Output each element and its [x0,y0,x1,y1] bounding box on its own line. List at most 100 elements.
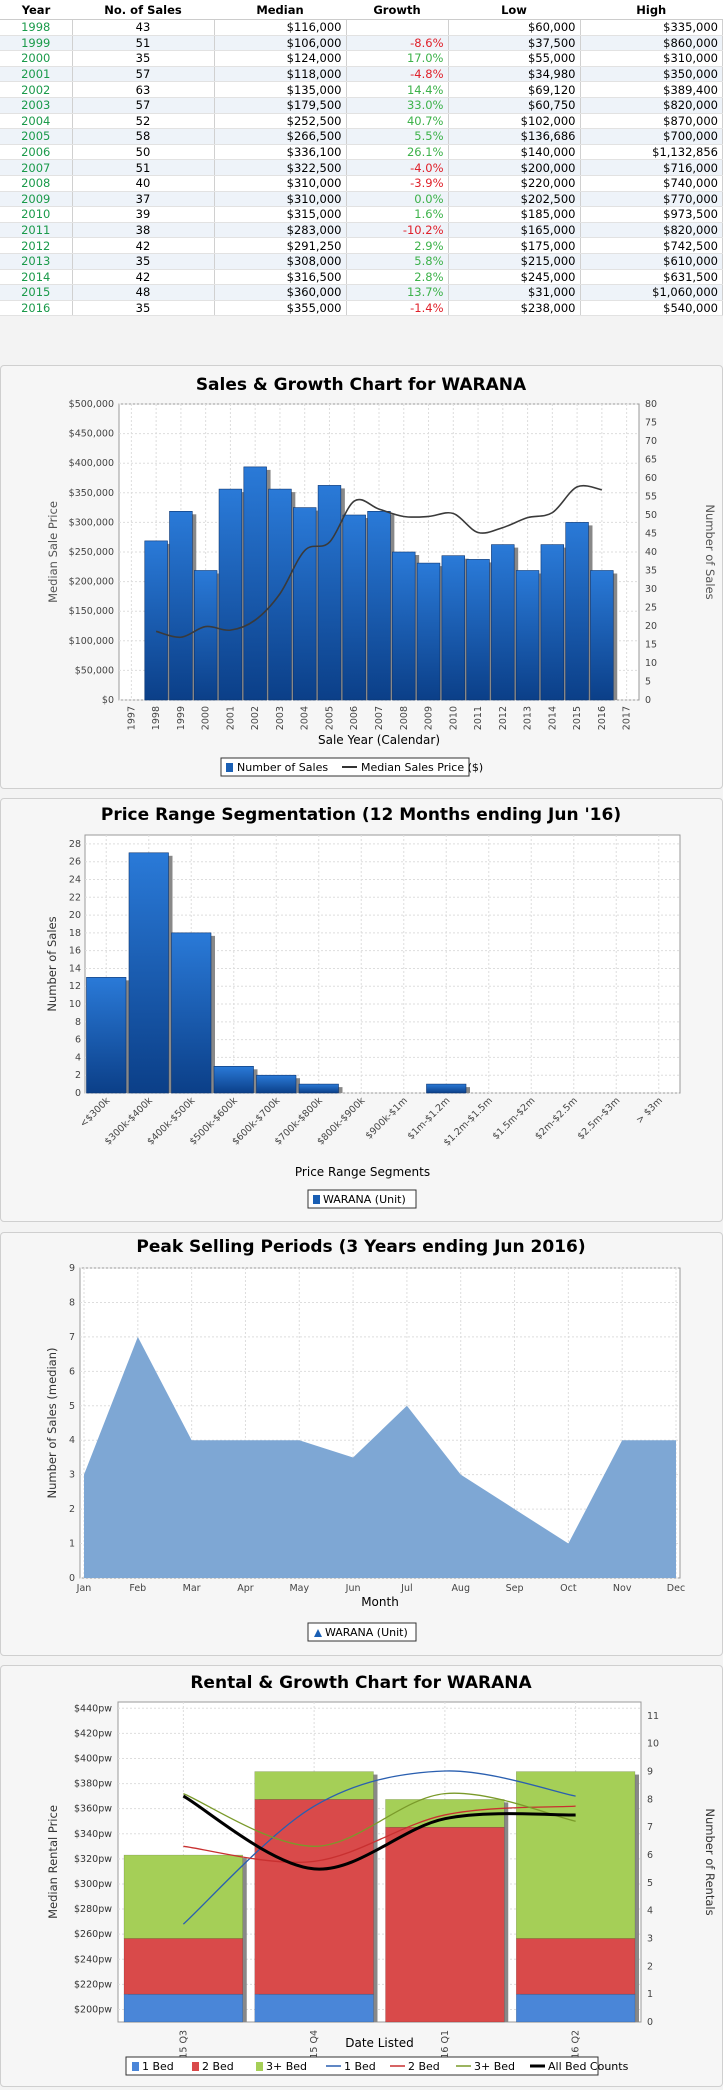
y-tick-label: 2 [69,1504,75,1515]
sales-bar [243,466,267,701]
table-row: 2012 42 $291,250 2.9% $175,000 $742,500 [0,237,723,254]
table-row: 2011 38 $283,000 -10.2% $165,000 $820,000 [0,222,723,239]
x-tick-label: 1999 [176,706,187,730]
price-range-panel: Price Range Segmentation (12 Months endi… [0,798,723,1222]
sales-growth-panel: Sales & Growth Chart for WARANA $0 $50,000… [0,365,723,789]
rental-trend-line [183,1805,576,1863]
table-row: 2014 42 $316,500 2.8% $245,000 $631,500 [0,269,723,286]
cell-sales: 39 [72,206,215,223]
chart-title: Price Range Segmentation (12 Months endi… [101,805,621,825]
y-tick-label: 9 [69,1263,75,1274]
y-tick-label: $100,000 [69,636,114,647]
table-row: 1998 43 $116,000 $60,000 $335,000 [0,19,723,36]
y-tick-label: $400pw [74,1753,112,1764]
legend-label: 3+ Bed [266,2060,307,2073]
y2-tick-label: 15 [645,640,657,651]
cell-high: $742,500 [580,237,723,254]
x-tick-label: Apr [237,1583,254,1594]
x-tick-label: 2008 [399,706,410,730]
cell-sales: 51 [72,35,215,52]
cell-low: $238,000 [448,300,581,317]
y-tick-label: 7 [69,1332,75,1343]
cell-low: $37,500 [448,35,581,52]
cell-median: $315,000 [214,206,347,223]
x-tick-label: $900k-$1m [364,1095,410,1141]
sales-bar [466,559,490,701]
y2-tick-label: 30 [645,584,657,595]
x-tick-label: Feb [129,1583,146,1594]
cell-year: 1998 [0,19,73,36]
sales-bar [218,488,243,701]
y-tick-label: $300,000 [69,517,114,528]
x-tick-label: Aug [451,1583,470,1594]
y2-tick-label: 35 [645,566,657,577]
cell-median: $266,500 [214,128,347,145]
sales-bar [144,540,168,701]
x-tick-label: $1m-$1.2m [406,1095,453,1142]
cell-high: $860,000 [580,35,723,52]
legend-swatch [192,2062,199,2071]
rental-bar-segment [385,1826,505,2023]
cell-year: 1999 [0,35,73,52]
y-tick-label: $320pw [74,1854,112,1865]
segment-bar [298,1083,339,1094]
legend-label: WARANA (Unit) [323,1193,406,1206]
legend-label: 2 Bed [202,2060,234,2073]
y-axis-title: Number of Sales [45,916,59,1011]
y2-tick-label: 40 [645,547,657,558]
cell-median: $360,000 [214,284,347,301]
price-range-chart: Price Range Segmentation (12 Months endi… [45,805,681,1209]
col-high-header: High [580,0,723,20]
y-tick-label: 6 [75,1035,81,1046]
table-row: 2006 50 $336,100 26.1% $140,000 $1,132,856 [0,144,723,161]
sales-bar [367,511,391,701]
rental-bar-segment [254,1799,374,1995]
x-axis-title: Date Listed [345,2036,413,2050]
table-row: 2000 35 $124,000 17.0% $55,000 $310,000 [0,50,723,67]
cell-low: $60,750 [448,97,581,114]
table-row: 2015 48 $360,000 13.7% $31,000 $1,060,000 [0,284,723,301]
cell-high: $310,000 [580,50,723,67]
cell-high: $820,000 [580,222,723,239]
cell-growth: -3.9% [346,175,449,192]
cell-sales: 51 [72,159,215,176]
cell-median: $135,000 [214,81,347,98]
x-axis-title: Price Range Segments [295,1165,430,1179]
table-row: 2003 57 $179,500 33.0% $60,750 $820,000 [0,97,723,114]
table-row: 2004 52 $252,500 40.7% $102,000 $870,000 [0,113,723,130]
cell-year: 2008 [0,175,73,192]
y-tick-label: $200,000 [69,577,114,588]
cell-low: $215,000 [448,253,581,270]
y-tick-label: 4 [75,1052,81,1063]
x-tick-label: Mar [183,1583,201,1594]
legend-swatch [132,2062,139,2071]
cell-high: $740,000 [580,175,723,192]
y-tick-label: 2 [75,1070,81,1081]
table-row: 2007 51 $322,500 -4.0% $200,000 $716,000 [0,159,723,176]
cell-median: $316,500 [214,269,347,286]
peak-selling-chart: Peak Selling Periods (3 Years ending Jun… [45,1237,685,1642]
col-growth-header: Growth [346,0,448,20]
y2-tick-label: 70 [645,436,657,447]
cell-sales: 52 [72,113,215,130]
y-axis-title: Median Sale Price [46,501,60,603]
y2-tick-label: 50 [645,510,657,521]
x-tick-label: 2015 Q4 [309,2030,320,2071]
rental-growth-chart: Rental & Growth Chart for WARANA $200pw $2… [46,1673,717,2076]
cell-year: 2009 [0,191,73,208]
segment-bar [171,932,212,1094]
x-tick-label: 2009 [424,706,435,730]
y-tick-label: $350,000 [69,488,114,499]
sales-bar [515,570,540,701]
cell-low: $140,000 [448,144,581,161]
cell-sales: 35 [72,300,215,317]
col-year-header: Year [0,0,72,20]
legend-box [307,1189,417,1209]
cell-growth: 17.0% [346,50,449,67]
cell-growth: -10.2% [346,222,449,239]
cell-year: 2007 [0,159,73,176]
segment-bar [426,1083,467,1094]
cell-growth: 40.7% [346,113,449,130]
y2-tick-label: 8 [647,1794,653,1805]
y-tick-label: 0 [75,1088,81,1099]
